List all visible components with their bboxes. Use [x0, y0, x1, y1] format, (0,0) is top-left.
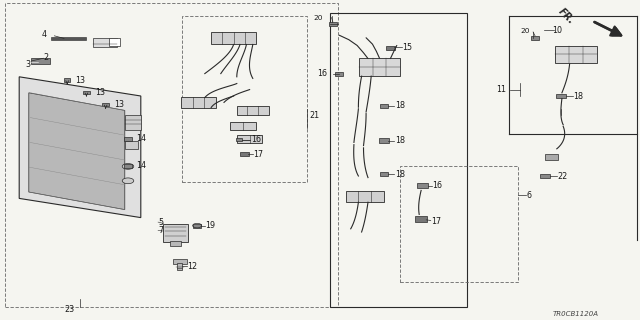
Bar — [236, 138, 242, 141]
Text: 22: 22 — [557, 172, 568, 180]
Bar — [359, 59, 401, 76]
Bar — [400, 166, 518, 282]
Bar — [230, 123, 256, 131]
Text: 18: 18 — [395, 136, 405, 145]
Circle shape — [122, 164, 134, 169]
Text: 15: 15 — [402, 43, 412, 52]
Bar — [193, 224, 201, 228]
Text: 20: 20 — [520, 28, 530, 34]
Bar — [556, 46, 597, 63]
Text: 3: 3 — [26, 60, 31, 68]
Bar — [163, 224, 188, 242]
Bar — [5, 3, 338, 307]
Polygon shape — [19, 77, 141, 218]
Bar — [83, 91, 90, 94]
Text: 17: 17 — [253, 150, 263, 159]
Text: 18: 18 — [395, 101, 405, 110]
Bar — [557, 93, 566, 99]
Bar — [329, 22, 337, 26]
Text: 20: 20 — [314, 15, 323, 20]
Text: 16: 16 — [251, 135, 261, 144]
Bar — [237, 135, 262, 143]
Bar — [102, 103, 109, 106]
Text: 17: 17 — [431, 217, 442, 226]
Text: 7: 7 — [158, 226, 163, 235]
Bar — [211, 32, 256, 44]
Text: 4: 4 — [42, 30, 47, 39]
Bar — [125, 141, 138, 149]
Text: 11: 11 — [496, 85, 506, 94]
Bar — [182, 16, 307, 182]
Text: 14: 14 — [136, 134, 146, 143]
Bar — [417, 183, 428, 188]
Text: 13: 13 — [95, 88, 105, 97]
Text: 21: 21 — [309, 111, 319, 120]
Bar — [330, 13, 467, 307]
Bar — [346, 191, 384, 203]
Bar — [380, 172, 388, 177]
Bar — [173, 259, 187, 264]
Circle shape — [122, 178, 134, 184]
Text: 18: 18 — [395, 170, 405, 179]
Bar — [531, 36, 539, 40]
Bar — [177, 263, 182, 270]
Bar — [180, 97, 216, 108]
Text: 2: 2 — [44, 53, 49, 62]
Bar — [51, 37, 86, 40]
Bar — [31, 58, 50, 64]
Text: 13: 13 — [76, 76, 86, 85]
Bar — [387, 46, 394, 50]
Text: 12: 12 — [188, 262, 198, 271]
Bar — [415, 216, 427, 222]
Bar — [64, 78, 70, 82]
Bar — [93, 38, 117, 47]
Bar — [545, 154, 558, 160]
Text: 10: 10 — [552, 26, 563, 35]
Text: FR.: FR. — [557, 6, 576, 26]
Text: 16: 16 — [317, 69, 327, 78]
Text: 13: 13 — [114, 100, 124, 109]
Text: 14: 14 — [136, 161, 146, 170]
Bar — [237, 106, 269, 115]
Bar — [124, 137, 132, 141]
Bar — [241, 152, 248, 156]
Polygon shape — [29, 93, 125, 210]
Bar — [335, 72, 343, 76]
Bar — [125, 115, 141, 130]
Text: 18: 18 — [573, 92, 584, 100]
Text: TR0CB1120A: TR0CB1120A — [553, 311, 599, 316]
Text: 23: 23 — [64, 305, 74, 314]
Text: 19: 19 — [205, 221, 216, 230]
Text: 16: 16 — [433, 181, 443, 190]
Bar — [124, 164, 132, 168]
Text: 5: 5 — [158, 218, 163, 227]
Text: 6: 6 — [527, 191, 532, 200]
Bar — [380, 138, 389, 143]
Bar — [109, 38, 120, 46]
Bar — [540, 173, 550, 179]
Bar — [170, 241, 181, 246]
Bar — [380, 104, 388, 108]
